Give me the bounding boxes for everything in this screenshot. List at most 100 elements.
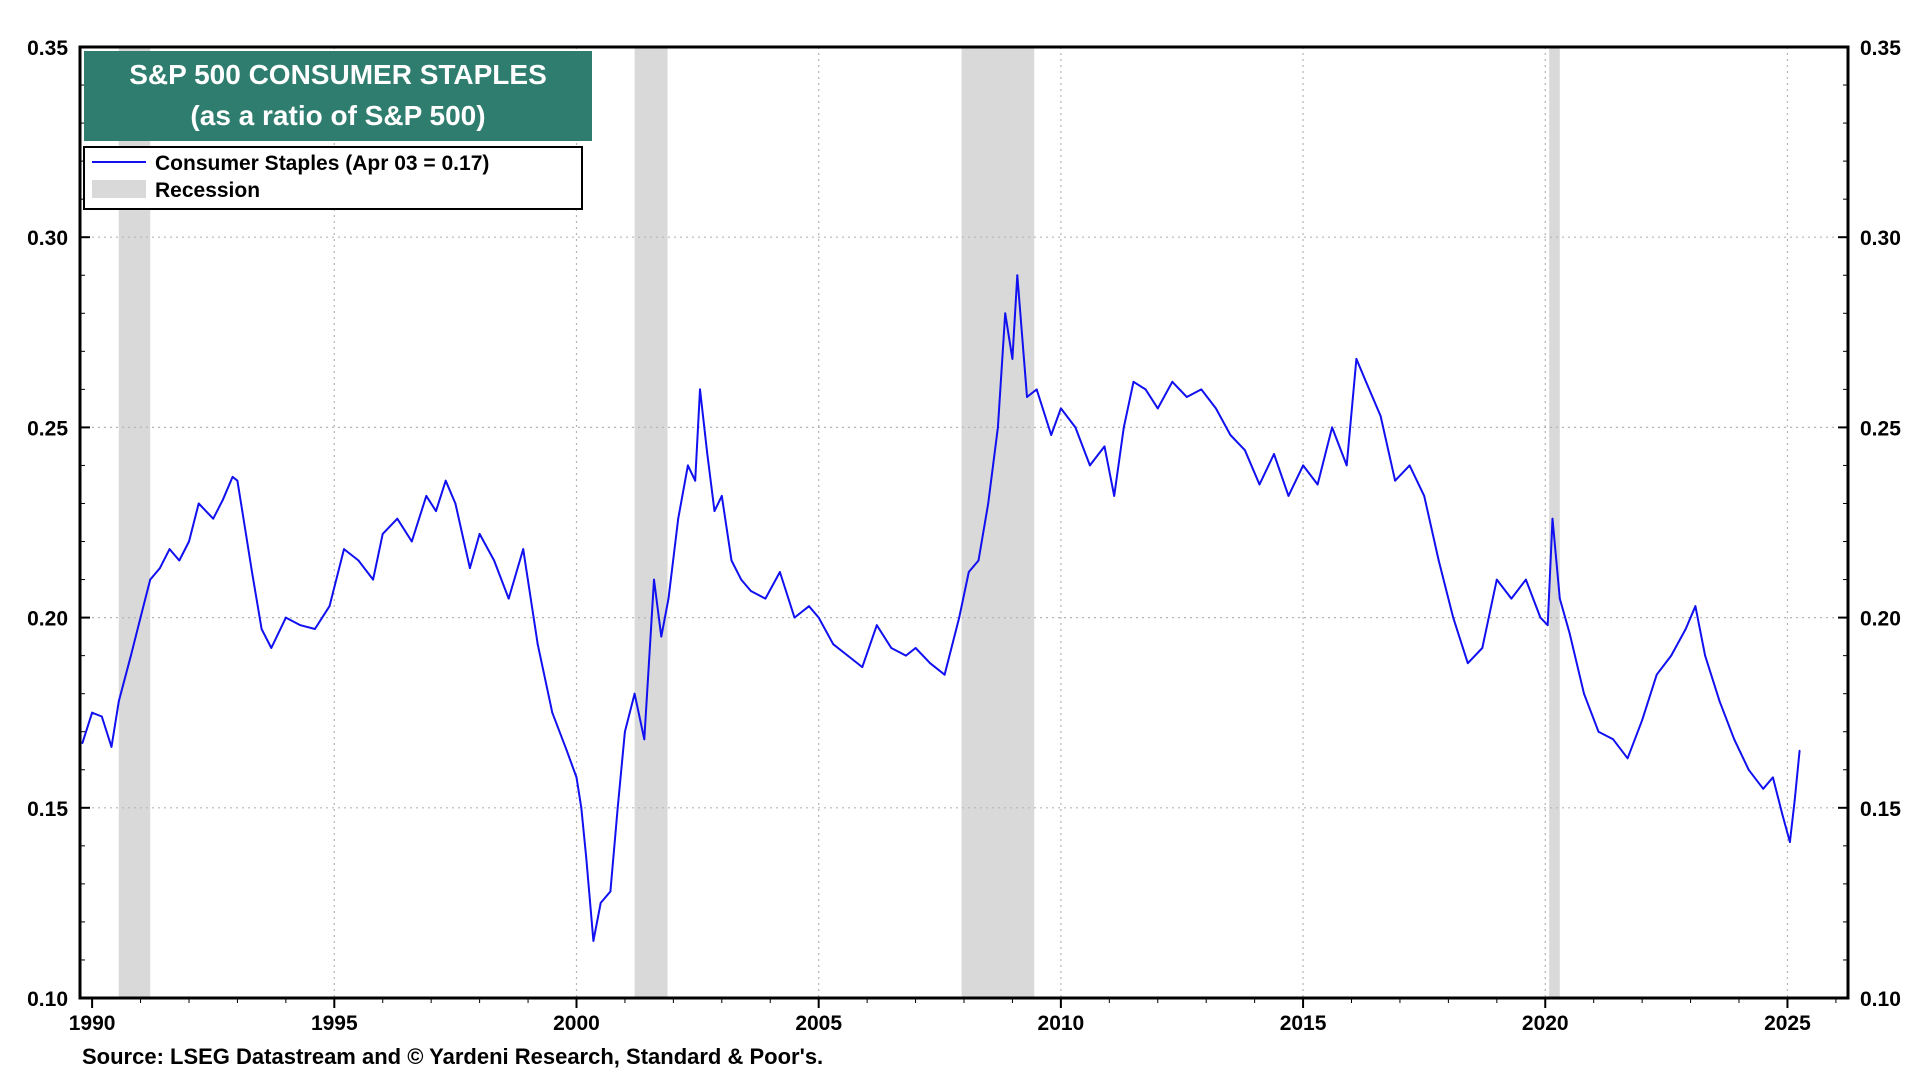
data-point (91, 711, 93, 714)
data-point (236, 479, 239, 482)
source-note: Source: LSEG Datastream and © Yardeni Re… (82, 1044, 824, 1069)
data-point (977, 559, 980, 562)
data-point (231, 476, 234, 478)
data-point (580, 806, 583, 809)
data-point (943, 673, 946, 676)
data-point (507, 597, 510, 600)
x-tick-label: 2000 (553, 1012, 600, 1035)
data-point (1171, 380, 1174, 383)
data-point (1694, 605, 1697, 608)
y-tick-label-right: 0.35 (1860, 37, 1901, 60)
data-point (1437, 559, 1440, 562)
data-point (750, 590, 752, 592)
data-point (1060, 407, 1062, 410)
data-point (270, 647, 273, 649)
data-point (1273, 453, 1275, 455)
x-tick-label: 2010 (1038, 1012, 1085, 1035)
legend-label-series: Consumer Staples (Apr 03 = 0.17) (155, 152, 489, 175)
data-point (779, 571, 781, 573)
data-point (1546, 624, 1549, 627)
data-point (687, 464, 689, 467)
data-point (967, 571, 970, 573)
data-point (660, 635, 663, 638)
data-point (585, 856, 588, 859)
data-point (1568, 631, 1571, 634)
data-point (740, 578, 743, 581)
y-tick-label-right: 0.20 (1860, 608, 1901, 631)
data-point (1331, 426, 1333, 429)
legend-band-swatch (92, 180, 146, 198)
y-tick-label-left: 0.25 (27, 417, 68, 440)
data-point (343, 548, 345, 550)
recession-band-4 (1549, 47, 1560, 998)
data-point (469, 567, 471, 569)
data-point (592, 940, 595, 942)
axes: 0.10 0.10 0.15 0.15 0.20 0.20 0.25 0.25 0.30 0.30… (27, 37, 1901, 1035)
data-point (1394, 479, 1396, 482)
data-point (1258, 483, 1261, 486)
data-point (1355, 358, 1358, 360)
data-point (1612, 738, 1614, 741)
data-point (149, 578, 152, 581)
data-point (1229, 434, 1232, 436)
data-point (178, 559, 181, 562)
data-point (410, 540, 413, 543)
data-point (435, 510, 437, 512)
x-tick-label: 2005 (795, 1012, 842, 1035)
data-point (890, 647, 893, 649)
data-point (694, 479, 697, 482)
data-point (1684, 628, 1687, 630)
data-point (1655, 673, 1658, 676)
data-point (168, 548, 171, 550)
data-point (1781, 814, 1784, 817)
data-point (357, 559, 360, 562)
data-point (1016, 274, 1019, 277)
y-tick-label-right: 0.10 (1860, 988, 1901, 1011)
legend: Consumer Staples (Apr 03 = 0.17) Recessi… (83, 146, 583, 210)
data-point (1539, 616, 1542, 619)
data-point (1525, 578, 1527, 581)
data-point (328, 605, 331, 608)
data-point (905, 654, 907, 657)
x-tick-label: 2015 (1280, 1012, 1327, 1035)
data-point (130, 654, 132, 657)
data-point (1026, 396, 1028, 398)
data-point (493, 559, 495, 562)
data-point (1302, 464, 1304, 467)
data-point (381, 533, 384, 535)
data-point (713, 510, 716, 512)
data-point (958, 616, 961, 619)
data-point (1510, 597, 1513, 600)
series-layer (81, 274, 1801, 942)
data-point (1704, 654, 1706, 657)
data-point (551, 711, 554, 714)
y-tick-label-right: 0.30 (1860, 227, 1901, 250)
data-point (720, 495, 723, 497)
data-point (643, 738, 646, 741)
data-point (861, 666, 864, 668)
data-point (633, 692, 636, 695)
data-point (536, 643, 539, 646)
data-point (1798, 749, 1801, 752)
data-point (251, 571, 253, 573)
data-point (1423, 495, 1426, 497)
data-point (653, 578, 655, 581)
data-point (624, 730, 626, 733)
data-point (1466, 662, 1469, 665)
data-point (1558, 597, 1561, 600)
data-point (1452, 616, 1455, 619)
data-point (314, 628, 316, 630)
data-point (1772, 776, 1774, 779)
data-point (699, 388, 701, 391)
data-point (1793, 799, 1796, 802)
chart-title: S&P 500 CONSUMER STAPLES (129, 59, 547, 90)
data-point (1551, 517, 1554, 520)
data-point (1200, 388, 1203, 391)
data-point (1156, 407, 1159, 410)
y-tick-label-left: 0.10 (27, 988, 68, 1011)
data-point (1789, 841, 1791, 843)
y-tick-label-left: 0.15 (27, 798, 68, 821)
data-point (730, 559, 733, 562)
y-tick-label-left: 0.20 (27, 608, 68, 631)
